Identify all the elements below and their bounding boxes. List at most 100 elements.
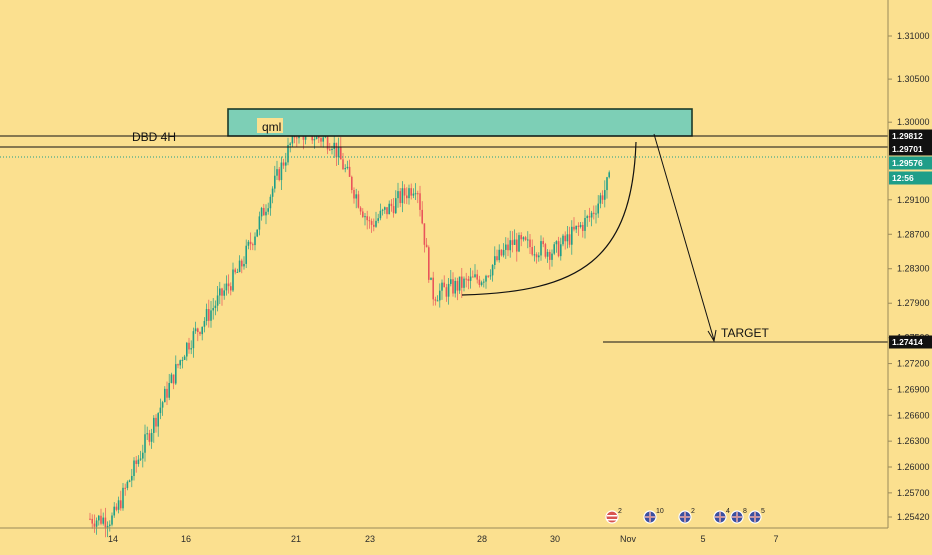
candle-body	[159, 407, 162, 414]
candle-body	[98, 515, 100, 521]
candle-body	[566, 234, 569, 242]
candle-body	[588, 216, 591, 218]
candle-body	[139, 458, 142, 460]
uk-flag-icon[interactable]: 2	[678, 508, 695, 524]
candle-body	[533, 254, 536, 256]
candle-body	[276, 169, 278, 176]
candle-body	[362, 211, 364, 217]
uk-flag-icon[interactable]: 5	[748, 508, 765, 524]
candle-body	[480, 282, 483, 285]
event-count: 2	[618, 508, 622, 515]
time-axis[interactable]: 14 16 21 23 28 30 Nov 5 7	[0, 527, 888, 544]
candle-body	[403, 188, 406, 196]
uk-flag-icon[interactable]: 10	[643, 508, 664, 524]
candle-body	[287, 145, 289, 163]
candle-body	[260, 207, 263, 217]
target-arrow[interactable]	[653, 133, 715, 341]
us-flag-icon[interactable]: 2	[605, 508, 622, 524]
candle-body	[432, 277, 434, 300]
candle-body	[245, 245, 247, 264]
candle-body	[243, 263, 245, 267]
candle-body	[208, 309, 210, 321]
price-axis[interactable]: 1.31000 1.30500 1.30000 1.29100 1.28700 1.283…	[887, 0, 932, 528]
candle-body	[366, 216, 368, 221]
candle-body	[219, 288, 221, 296]
candle-body	[606, 177, 608, 191]
price-tick-label: 1.25420	[897, 512, 930, 522]
candle-body	[445, 287, 448, 297]
candle-body	[115, 506, 118, 510]
candle-body	[608, 172, 610, 178]
candle-body	[223, 290, 225, 296]
price-tick-label: 1.26000	[897, 462, 930, 472]
candle-body	[368, 220, 371, 222]
candle-body	[443, 282, 445, 288]
candle-body	[106, 525, 109, 528]
qml-zone[interactable]	[227, 108, 693, 137]
candle-body	[513, 239, 516, 245]
candle-body	[188, 342, 190, 350]
candle-body	[370, 221, 373, 225]
candle-body	[148, 433, 151, 442]
date-tick-label: 5	[700, 534, 705, 544]
candle-body	[524, 237, 527, 240]
date-tick-label: 23	[365, 534, 375, 544]
candle-body	[392, 206, 395, 214]
date-tick-label: 28	[477, 534, 487, 544]
candle-body	[122, 487, 124, 509]
plot-area[interactable]: qml DBD 4H TARGET	[0, 108, 888, 538]
price-tick-label: 1.27200	[897, 359, 930, 369]
candle-body	[241, 260, 243, 267]
candle-body	[296, 137, 298, 139]
event-count: 4	[726, 508, 730, 515]
candle-body	[560, 244, 562, 257]
price-tag-countdown: 12:56	[892, 173, 914, 183]
candle-body	[146, 433, 148, 435]
candle-body	[535, 254, 538, 258]
price-tag-current: 1.29576	[892, 158, 923, 168]
candle-body	[210, 310, 212, 321]
candle-body	[183, 356, 186, 360]
candle-body	[177, 364, 179, 366]
candle-body	[406, 195, 408, 199]
candle-body	[384, 207, 386, 210]
event-markers[interactable]: 2 10 2 4 8 5	[605, 508, 765, 524]
date-tick-label: 7	[773, 534, 778, 544]
candle-body	[344, 168, 346, 170]
candle-body	[271, 188, 274, 197]
candle-body	[333, 142, 335, 149]
candle-body	[186, 342, 188, 357]
candle-body	[423, 223, 426, 245]
candle-body	[322, 137, 324, 142]
candle-body	[133, 460, 135, 476]
candle-body	[553, 244, 555, 254]
candle-body	[280, 162, 283, 181]
candle-body	[516, 239, 518, 252]
price-tag-level-2: 1.29701	[892, 144, 923, 154]
candle-body	[238, 260, 241, 272]
candle-body	[137, 459, 140, 465]
candle-body	[274, 175, 276, 189]
candle-body	[331, 148, 333, 150]
candle-body	[104, 517, 107, 528]
candle-body	[236, 271, 239, 273]
candle-body	[142, 452, 144, 459]
candle-body	[157, 413, 159, 427]
rounding-curve[interactable]	[461, 141, 637, 296]
candle-body	[584, 217, 586, 231]
candle-body	[166, 388, 168, 398]
candle-body	[518, 235, 520, 252]
price-tick-label: 1.26900	[897, 384, 930, 394]
candle-body	[531, 247, 533, 255]
candle-body	[357, 194, 360, 208]
uk-flag-icon[interactable]: 4	[713, 508, 730, 524]
uk-flag-icon[interactable]: 8	[730, 508, 747, 524]
candle-body	[577, 225, 580, 227]
candle-body	[582, 224, 584, 231]
candle-body	[155, 417, 157, 427]
date-tick-label: 16	[181, 534, 191, 544]
candle-body	[95, 520, 98, 527]
candle-body	[197, 328, 199, 333]
